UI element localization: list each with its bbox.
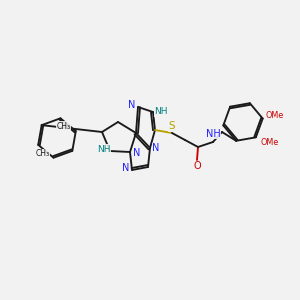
Text: S: S	[169, 121, 175, 131]
Text: N: N	[133, 148, 141, 158]
Text: NH: NH	[206, 129, 220, 139]
Text: CH₃: CH₃	[35, 149, 50, 158]
Text: N: N	[152, 143, 160, 153]
Text: O: O	[193, 161, 201, 171]
Text: NH: NH	[97, 145, 111, 154]
Text: OMe: OMe	[261, 138, 279, 147]
Text: CH₃: CH₃	[56, 122, 70, 131]
Text: NH: NH	[154, 107, 168, 116]
Text: N: N	[128, 100, 136, 110]
Text: OMe: OMe	[266, 111, 284, 120]
Text: N: N	[122, 163, 130, 173]
